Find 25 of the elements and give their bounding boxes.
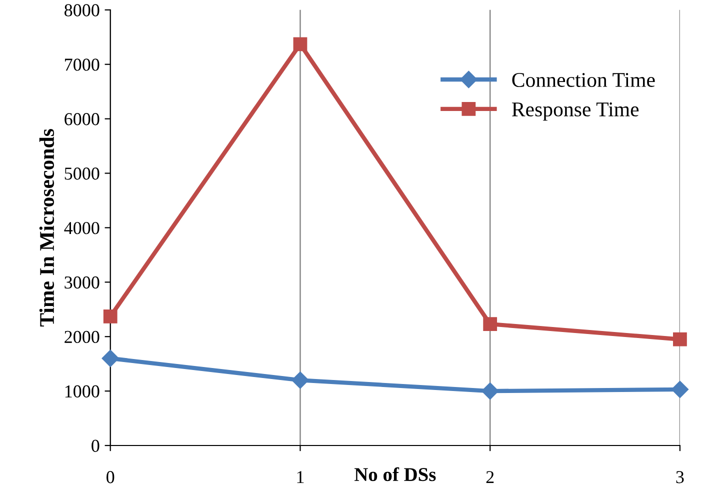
y-tick-label: 8000 (64, 4, 100, 16)
y-tick-label: 6000 (64, 113, 100, 126)
x-axis-title: No of DSs (354, 467, 436, 482)
point (483, 317, 498, 332)
y-tick-label: 1000 (65, 385, 100, 398)
point (482, 382, 499, 400)
y-tick-label: 0 (92, 440, 100, 452)
legend-label: Response Time (512, 102, 639, 121)
y-tick-label: 7000 (65, 58, 100, 71)
y-tick-label: 4000 (64, 222, 100, 234)
point (293, 37, 308, 52)
point (673, 332, 687, 346)
legend-label: Connection Time (512, 73, 655, 87)
x-tick-label: 3 (676, 471, 684, 484)
y-tick-label: 3000 (64, 276, 100, 289)
x-tick-label: 2 (486, 471, 494, 484)
point (671, 380, 689, 398)
y-tick-label: 2000 (64, 330, 100, 344)
x-tick-label: 1 (297, 471, 304, 484)
x-tick-label: 0 (106, 471, 114, 484)
point (103, 310, 118, 324)
point (102, 350, 119, 367)
y-tick-label: 5000 (64, 168, 100, 180)
point (292, 372, 309, 389)
y-axis-title: Time In Microseconds (39, 129, 54, 327)
